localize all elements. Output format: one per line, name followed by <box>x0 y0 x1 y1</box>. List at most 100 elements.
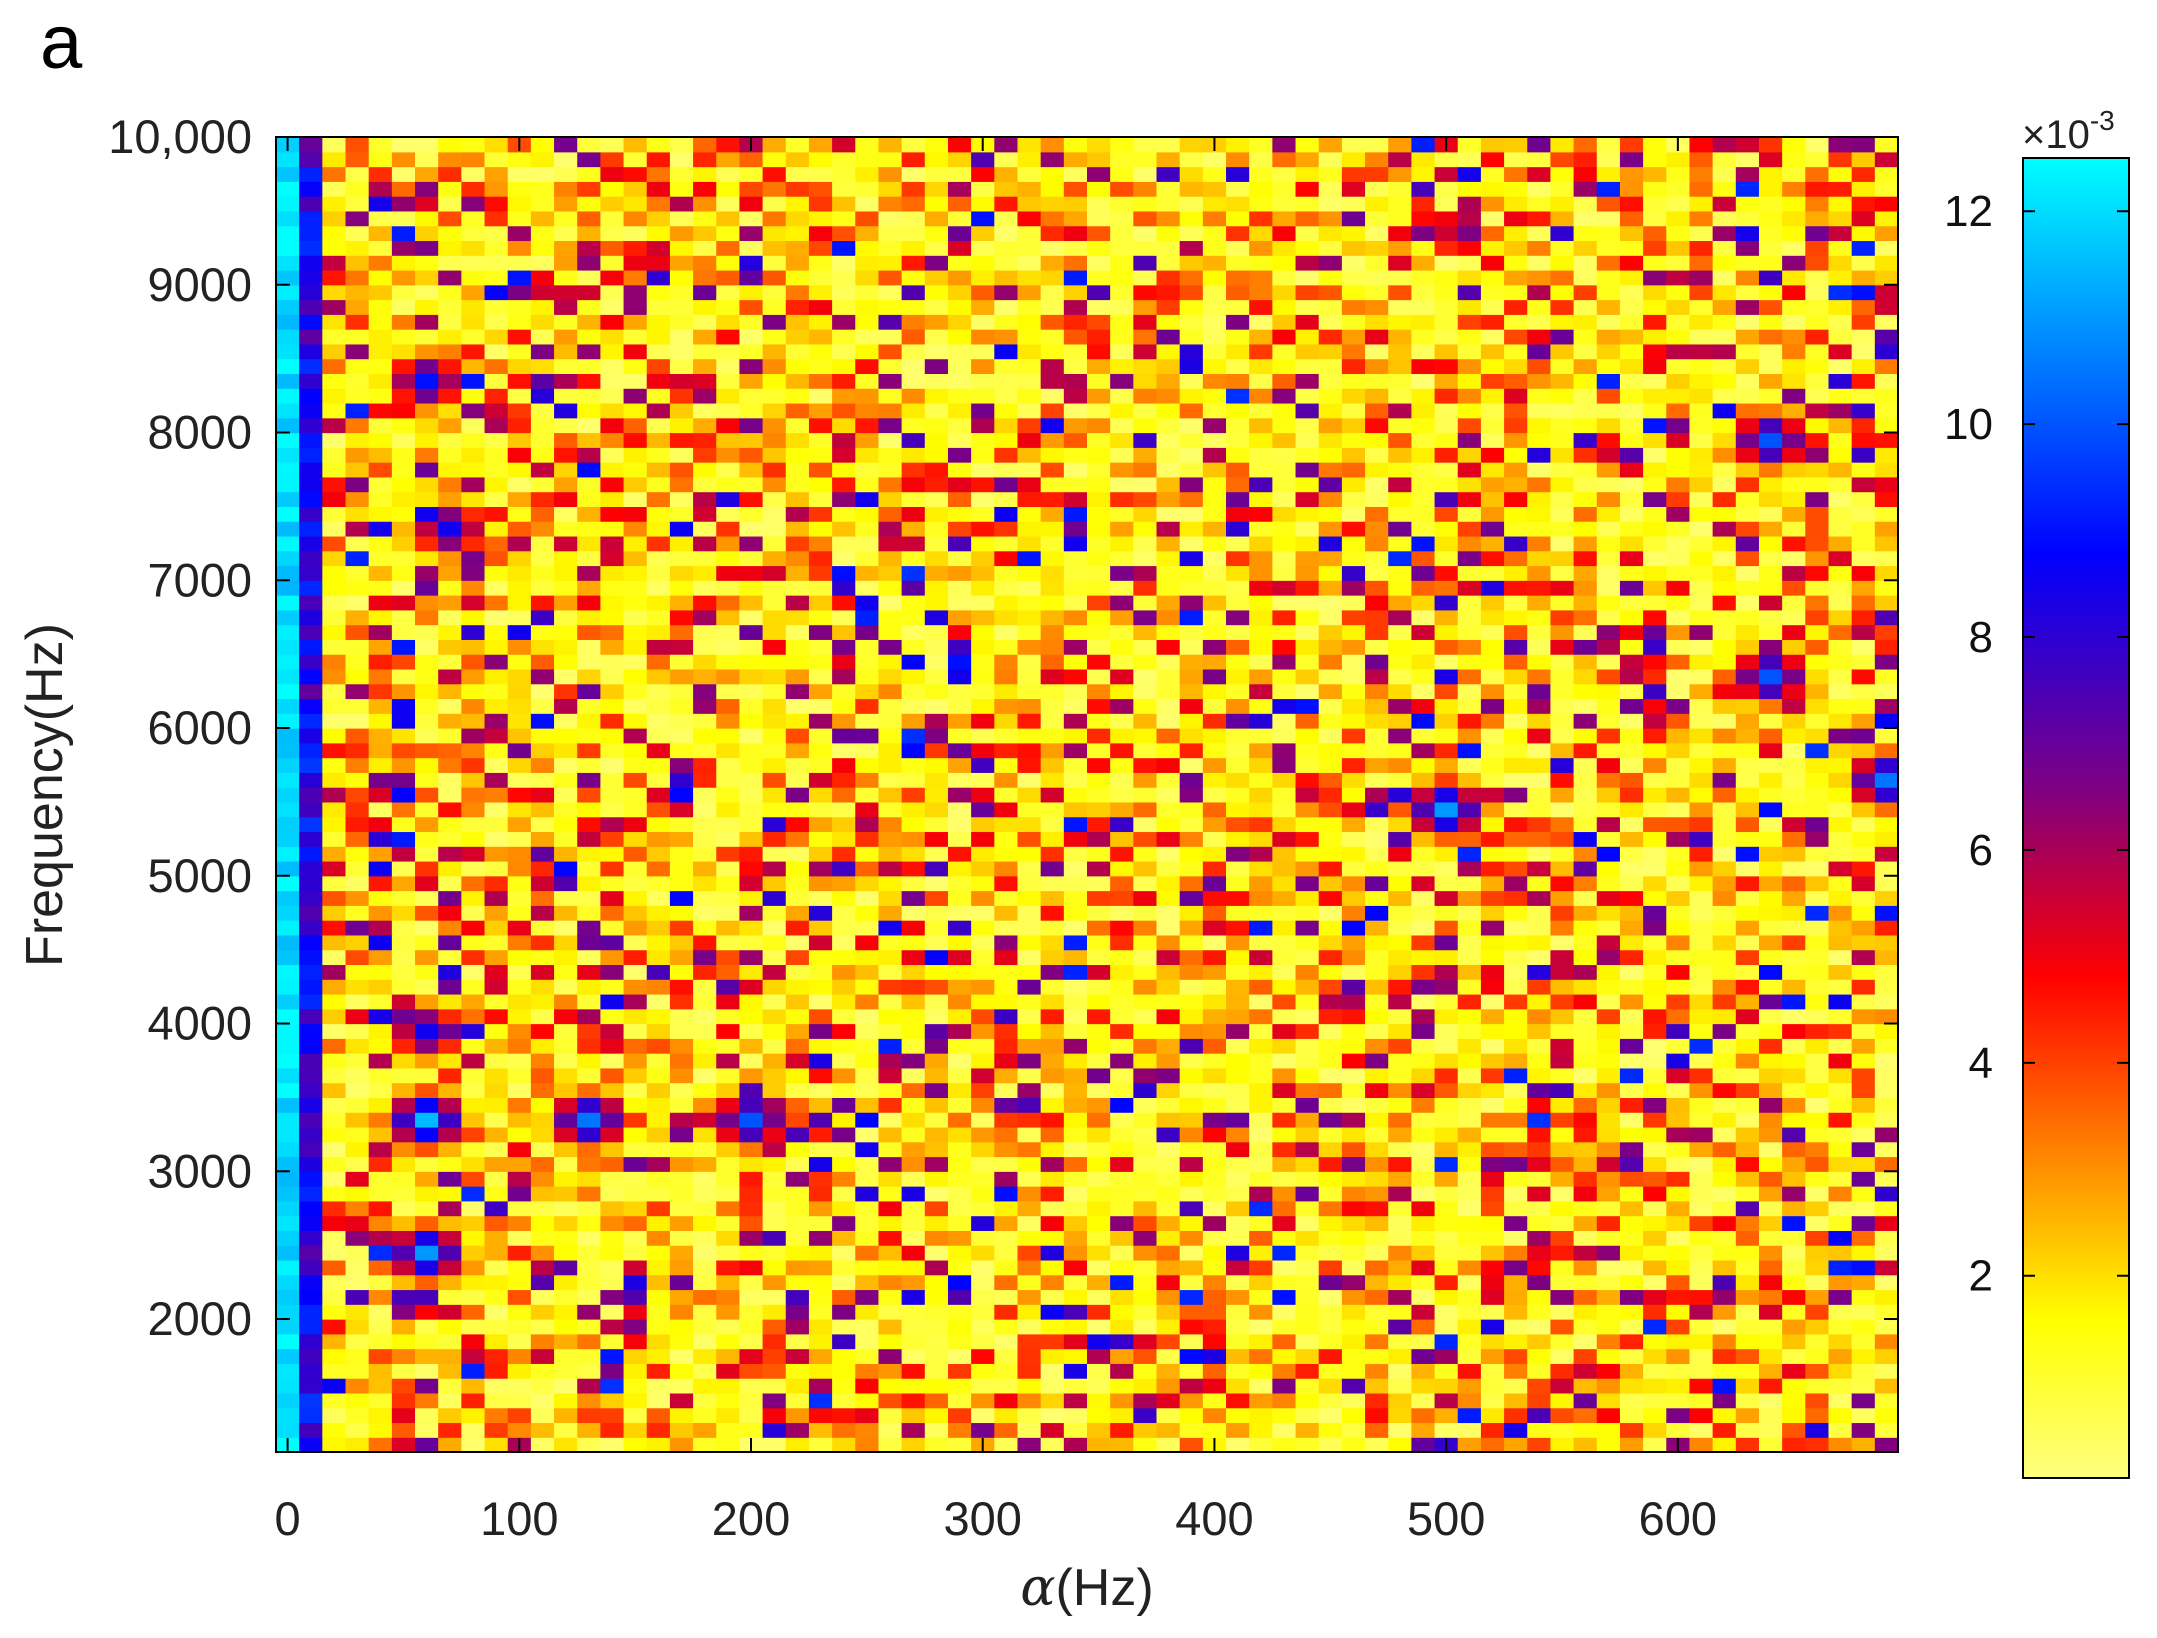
heatmap-cell <box>623 728 648 744</box>
heatmap-cell <box>1040 801 1065 818</box>
heatmap-cell <box>299 1126 323 1143</box>
heatmap-cell <box>322 920 347 936</box>
heatmap-cell <box>1388 1245 1412 1261</box>
heatmap-cell <box>484 905 509 921</box>
heatmap-cell <box>646 1053 671 1069</box>
heatmap-cell <box>1226 668 1250 685</box>
heatmap-cell <box>832 1333 856 1350</box>
heatmap-cell <box>1226 595 1250 611</box>
heatmap-cell <box>994 255 1019 271</box>
heatmap-cell <box>577 624 601 640</box>
heatmap-cell <box>994 314 1019 330</box>
heatmap-cell <box>1063 314 1088 330</box>
heatmap-cell <box>1527 196 1552 212</box>
heatmap-cell <box>391 1141 416 1158</box>
heatmap-cell <box>1040 151 1065 168</box>
heatmap-cell <box>739 1156 764 1172</box>
heatmap-cell <box>1388 728 1412 744</box>
heatmap-cell <box>391 920 416 936</box>
heatmap-cell <box>1202 1363 1227 1379</box>
heatmap-cell <box>484 373 509 389</box>
heatmap-cell <box>716 181 741 197</box>
heatmap-cell <box>1295 1274 1320 1291</box>
heatmap-cell <box>971 639 995 655</box>
heatmap-cell <box>994 1082 1019 1098</box>
heatmap-cell <box>1017 343 1042 360</box>
heatmap-cell <box>1179 668 1204 685</box>
heatmap-cell <box>785 1363 810 1379</box>
heatmap-cell <box>1388 580 1412 596</box>
heatmap-cell <box>1527 1053 1552 1069</box>
heatmap-cell <box>1249 196 1273 212</box>
heatmap-cell <box>1087 225 1111 242</box>
heatmap-cell <box>1434 1274 1459 1291</box>
heatmap-cell <box>716 151 741 168</box>
heatmap-cell <box>1480 654 1505 670</box>
heatmap-cell <box>1063 1141 1088 1158</box>
heatmap-cell <box>971 698 995 714</box>
heatmap-cell <box>530 905 555 921</box>
heatmap-cell <box>1063 1304 1088 1320</box>
heatmap-cell <box>1040 1038 1065 1054</box>
heatmap-cell <box>1527 757 1552 773</box>
heatmap-cell <box>507 1141 532 1158</box>
heatmap-cell <box>1179 521 1204 537</box>
heatmap-cell <box>438 580 462 596</box>
heatmap-cell <box>1318 402 1343 419</box>
heatmap-cell <box>299 1023 323 1039</box>
heatmap-cell <box>461 934 486 951</box>
heatmap-cell <box>878 1097 903 1113</box>
heatmap-cell <box>739 1319 764 1335</box>
heatmap-cell <box>1110 728 1134 744</box>
heatmap-cell <box>1272 742 1297 759</box>
heatmap-cell <box>438 329 462 345</box>
heatmap-cell <box>1202 432 1227 448</box>
heatmap-cell <box>322 358 347 375</box>
heatmap-cell <box>1365 683 1389 700</box>
heatmap-cell <box>1133 1126 1158 1143</box>
heatmap-cell <box>345 1392 370 1409</box>
heatmap-cell <box>1550 151 1575 168</box>
heatmap-cell <box>669 210 694 227</box>
heatmap-cell <box>1156 668 1181 685</box>
heatmap-cell <box>878 521 903 537</box>
heatmap-cell <box>415 1289 439 1305</box>
heatmap-cell <box>832 742 856 759</box>
heatmap-cell <box>762 373 787 389</box>
heatmap-cell <box>1341 1378 1366 1394</box>
heatmap-cell <box>878 1200 903 1217</box>
heatmap-cell <box>1388 1023 1412 1039</box>
heatmap-cell <box>1087 787 1111 803</box>
heatmap-cell <box>785 1082 810 1098</box>
heatmap-cell <box>1156 1348 1181 1364</box>
heatmap-cell <box>1202 772 1227 788</box>
heatmap-cell <box>1202 329 1227 345</box>
heatmap-cell <box>716 860 741 877</box>
heatmap-cell <box>415 1245 439 1261</box>
heatmap-cell <box>947 934 972 951</box>
heatmap-cell <box>669 550 694 567</box>
heatmap-cell <box>1388 875 1412 892</box>
heatmap-cell <box>1110 462 1134 478</box>
heatmap-cell <box>716 358 741 375</box>
heatmap-cell <box>1087 654 1111 670</box>
heatmap-cell <box>484 1437 509 1452</box>
heatmap-cell <box>484 875 509 892</box>
heatmap-cell <box>1017 476 1042 493</box>
heatmap-cell <box>669 1230 694 1246</box>
heatmap-cell <box>368 181 393 197</box>
heatmap-cell <box>1504 166 1528 182</box>
heatmap-cell <box>1133 713 1158 729</box>
heatmap-cell <box>1550 137 1575 153</box>
heatmap-cell <box>1434 1126 1459 1143</box>
heatmap-cell <box>901 639 926 655</box>
heatmap-cell <box>1133 875 1158 892</box>
heatmap-cell <box>507 1274 532 1291</box>
heatmap-cell <box>785 137 810 153</box>
heatmap-cell <box>1272 166 1297 182</box>
heatmap-cell <box>276 757 300 773</box>
heatmap-cell <box>855 787 880 803</box>
heatmap-cell <box>1527 801 1552 818</box>
heatmap-cell <box>1434 1230 1459 1246</box>
heatmap-cell <box>1411 373 1436 389</box>
